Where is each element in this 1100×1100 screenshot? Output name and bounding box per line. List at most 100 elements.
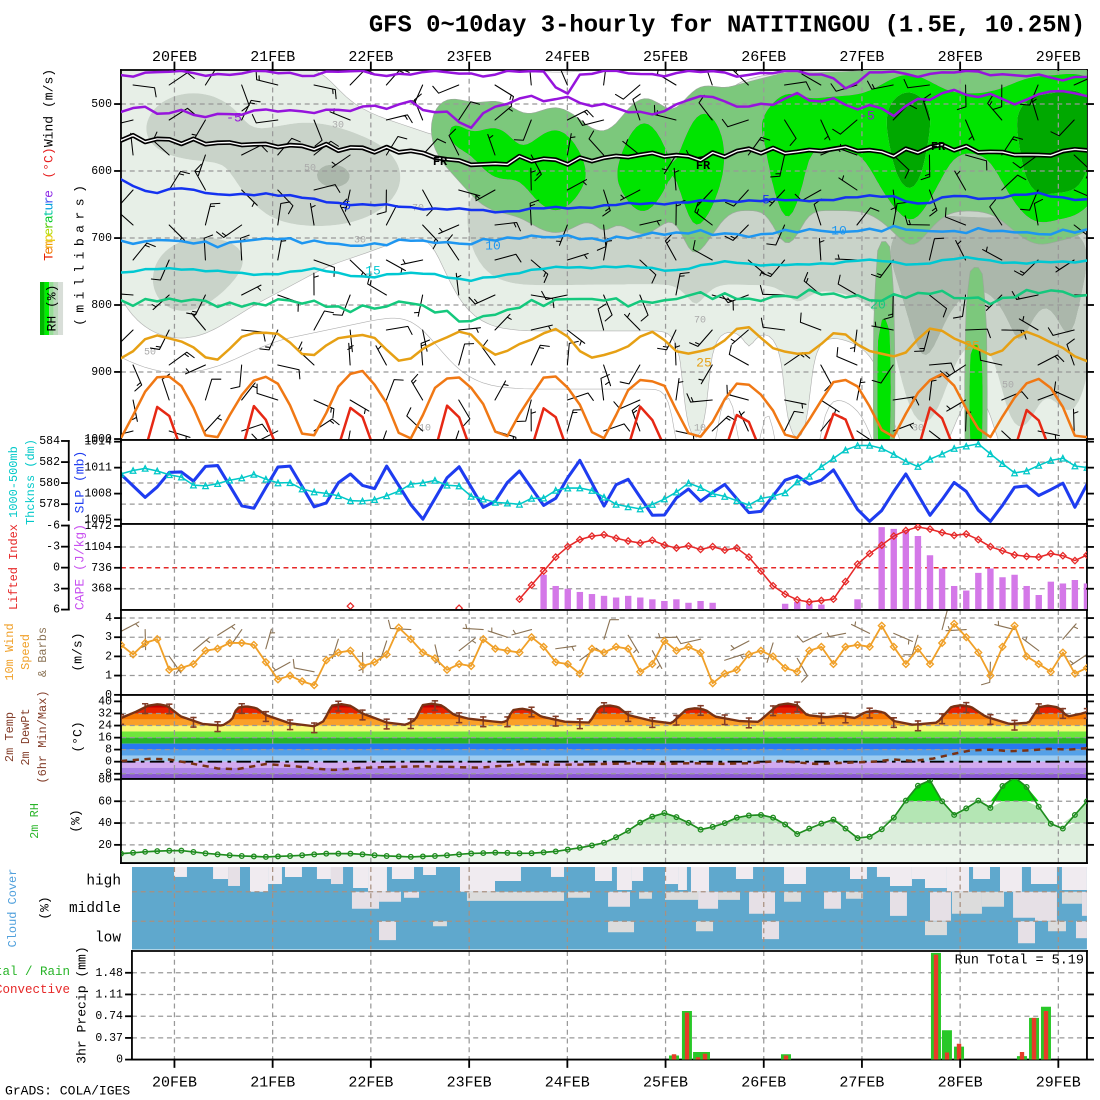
svg-text:0.37: 0.37 [95, 1032, 123, 1045]
svg-text:16: 16 [98, 732, 112, 745]
svg-text:1472: 1472 [84, 520, 112, 533]
svg-text:FR: FR [433, 155, 448, 169]
svg-text:30: 30 [354, 235, 366, 246]
svg-text:GrADS: COLA/IGES: GrADS: COLA/IGES [5, 1083, 130, 1098]
svg-text:FR: FR [696, 159, 711, 173]
svg-text:0.74: 0.74 [95, 1010, 123, 1023]
svg-text:& Barbs: & Barbs [36, 627, 50, 677]
svg-text:3hr Precip (mm): 3hr Precip (mm) [74, 946, 89, 1063]
svg-text:e: e [41, 190, 56, 198]
svg-text:20: 20 [870, 297, 886, 312]
svg-text:(: ( [72, 318, 87, 326]
svg-text:-3: -3 [46, 541, 60, 554]
svg-text:28FEB: 28FEB [938, 1074, 983, 1091]
svg-text:10: 10 [419, 423, 431, 434]
svg-text:15: 15 [365, 263, 381, 278]
svg-text:-5: -5 [226, 110, 242, 125]
svg-text:60: 60 [98, 795, 112, 808]
svg-text:Cloud Cover: Cloud Cover [6, 869, 20, 948]
svg-text:m: m [41, 240, 56, 248]
svg-text:GFS 0~10day 3-hourly for NATIT: GFS 0~10day 3-hourly for NATITINGOU (1.5… [369, 12, 1085, 39]
svg-text:t: t [41, 209, 56, 217]
svg-text:578: 578 [39, 498, 60, 511]
svg-text:8: 8 [105, 744, 112, 757]
svg-text:(6hr Min/Max): (6hr Min/Max) [36, 690, 50, 783]
svg-text:0: 0 [105, 689, 112, 702]
svg-text:80: 80 [98, 773, 112, 786]
svg-text:s: s [72, 198, 87, 206]
svg-text:20FEB: 20FEB [152, 49, 197, 66]
svg-text:32: 32 [98, 707, 112, 720]
svg-text:50: 50 [144, 347, 156, 358]
svg-text:Run Total = 5.19: Run Total = 5.19 [955, 953, 1084, 968]
svg-text:800: 800 [91, 299, 112, 312]
svg-text:24: 24 [98, 720, 112, 733]
svg-text:736: 736 [91, 562, 112, 575]
svg-text:2m DewPt: 2m DewPt [19, 708, 33, 765]
svg-text:a: a [41, 215, 56, 223]
svg-text:1104: 1104 [84, 541, 112, 554]
svg-text:40: 40 [98, 695, 112, 708]
svg-text:22FEB: 22FEB [348, 49, 393, 66]
svg-text:m: m [72, 305, 87, 313]
svg-text:l: l [72, 278, 87, 286]
svg-text:25: 25 [696, 355, 712, 370]
svg-text:700: 700 [91, 232, 112, 245]
svg-text:middle: middle [69, 901, 121, 917]
svg-text:23FEB: 23FEB [447, 1074, 492, 1091]
svg-text:4: 4 [105, 612, 112, 625]
svg-text:50: 50 [1002, 380, 1014, 391]
svg-text:Total / Rain: Total / Rain [0, 965, 70, 979]
svg-text:22FEB: 22FEB [348, 1074, 393, 1091]
svg-text:29FEB: 29FEB [1036, 49, 1081, 66]
svg-text:30: 30 [912, 423, 924, 434]
svg-text:23FEB: 23FEB [447, 49, 492, 66]
svg-text:70: 70 [694, 315, 706, 326]
svg-text:900: 900 [91, 366, 112, 379]
svg-text:1011: 1011 [84, 462, 112, 475]
svg-text:1014: 1014 [84, 436, 112, 449]
svg-text:10m Wind: 10m Wind [3, 623, 17, 680]
svg-text:e: e [41, 228, 56, 236]
svg-text:i: i [72, 251, 87, 259]
svg-text:25: 25 [964, 338, 980, 353]
svg-text:6: 6 [53, 604, 60, 617]
svg-text:5: 5 [762, 192, 770, 207]
svg-text:1: 1 [105, 670, 112, 683]
svg-text:1008: 1008 [84, 488, 112, 501]
svg-text:21FEB: 21FEB [250, 49, 295, 66]
svg-text:(%): (%) [37, 896, 52, 920]
svg-text:Convective: Convective [0, 983, 70, 997]
svg-text:20: 20 [98, 839, 112, 852]
svg-text:2m RH: 2m RH [28, 803, 42, 839]
svg-text:10: 10 [694, 423, 706, 434]
svg-text:T: T [41, 253, 56, 261]
svg-text:-5: -5 [859, 108, 875, 123]
svg-text:1000: 1000 [84, 433, 112, 446]
svg-text:e: e [41, 247, 56, 255]
svg-text:u: u [41, 203, 56, 211]
svg-text:25FEB: 25FEB [643, 49, 688, 66]
svg-text:-8: -8 [98, 768, 112, 781]
svg-text:0: 0 [105, 756, 112, 769]
svg-text:1000-500mb: 1000-500mb [7, 446, 21, 518]
svg-text:30: 30 [332, 120, 344, 131]
svg-text:CAPE (J/kg): CAPE (J/kg) [72, 524, 87, 610]
svg-text:FR: FR [931, 140, 946, 154]
svg-text:(%): (%) [68, 809, 83, 832]
svg-text:26FEB: 26FEB [741, 1074, 786, 1091]
svg-text:(°C): (°C) [41, 147, 56, 178]
svg-text:Speed: Speed [19, 634, 33, 670]
svg-text:10: 10 [485, 238, 501, 253]
svg-text:Wind (m/s): Wind (m/s) [41, 69, 56, 147]
svg-text:b: b [72, 238, 87, 246]
svg-text:24FEB: 24FEB [545, 49, 590, 66]
svg-text:27FEB: 27FEB [839, 49, 884, 66]
svg-text:1.48: 1.48 [95, 967, 123, 980]
svg-text:r: r [41, 222, 56, 230]
svg-text:24FEB: 24FEB [545, 1074, 590, 1091]
svg-text:500: 500 [91, 98, 112, 111]
svg-text:(°C): (°C) [70, 721, 85, 752]
svg-text:high: high [86, 874, 121, 890]
svg-text:28FEB: 28FEB [938, 49, 983, 66]
